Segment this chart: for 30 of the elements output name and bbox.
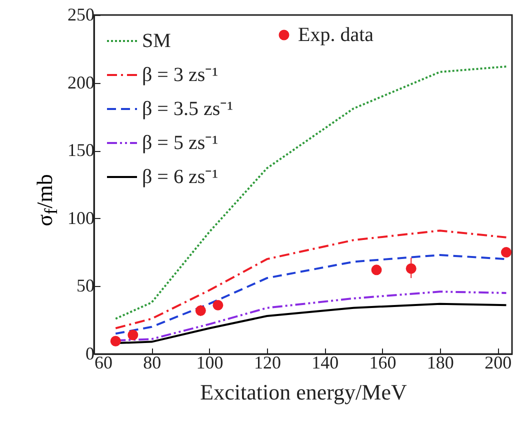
x-tick-label: 200 [484, 352, 512, 372]
x-tick-label: 80 [143, 352, 162, 372]
legend-label: β = 3.5 zs⁻¹ [142, 98, 234, 120]
legend-label: Exp. data [298, 24, 374, 46]
line-series [114, 230, 508, 330]
legend-label: β = 3 zs⁻¹ [142, 64, 218, 86]
x-axis-title: Excitation energy/MeV [200, 380, 407, 404]
point [371, 264, 382, 276]
y-tick-label: 0 [86, 344, 94, 364]
point [212, 300, 224, 310]
y-tick-label: 50 [76, 276, 94, 296]
x-tick-label: 100 [196, 352, 224, 372]
y-tick-label: 100 [68, 208, 94, 228]
legend-label: β = 6 zs⁻¹ [142, 166, 218, 188]
line-series [114, 66, 508, 320]
legend-label: β = 5 zs⁻¹ [142, 132, 218, 154]
point [128, 330, 138, 340]
y-tick-label: 200 [68, 72, 94, 92]
y-tick-label: 150 [68, 140, 94, 160]
point [110, 336, 121, 346]
x-tick-label: 140 [312, 352, 339, 372]
point [195, 305, 206, 316]
legend-label: SM [142, 30, 172, 52]
x-tick-label: 180 [426, 352, 454, 372]
point [500, 247, 512, 258]
x-tick-label: 160 [369, 352, 396, 372]
x-tick-label: 120 [254, 352, 281, 372]
x-tick-label: 60 [94, 352, 112, 372]
y-tick-label: 250 [68, 4, 94, 24]
point [406, 263, 416, 274]
